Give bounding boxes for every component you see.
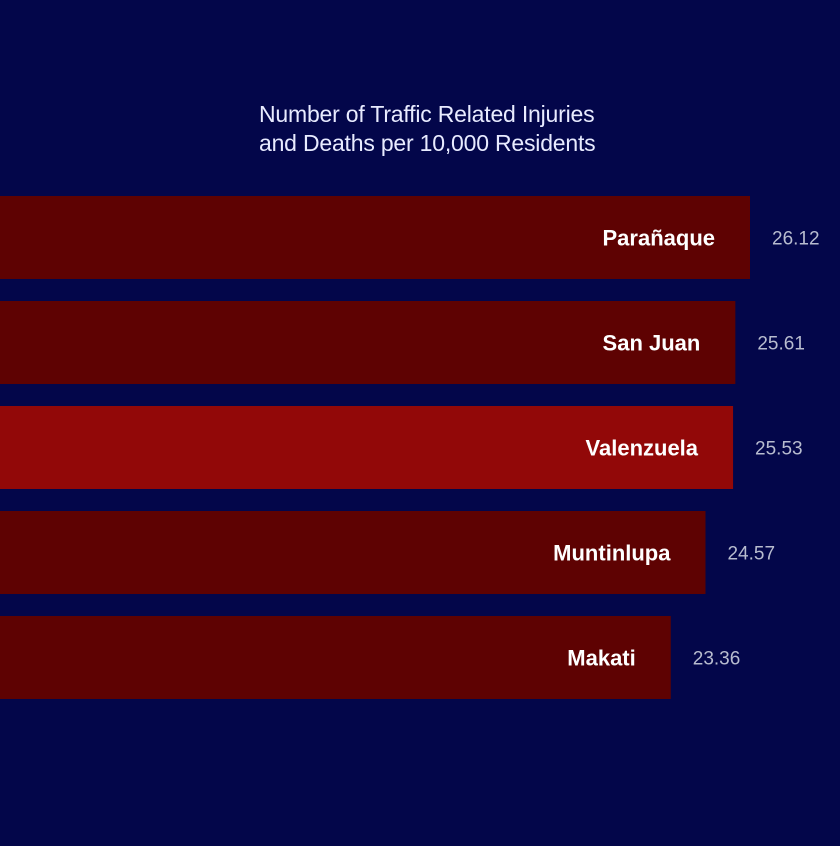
category-label-2: Valenzuela: [586, 436, 699, 461]
category-label-3: Muntinlupa: [553, 541, 671, 566]
value-label-3: 24.57: [727, 544, 775, 565]
bar-0: [0, 196, 750, 279]
chart-title-line-1: Number of Traffic Related Injuries: [259, 101, 595, 127]
value-label-2: 25.53: [755, 439, 803, 460]
category-label-0: Parañaque: [603, 226, 716, 251]
value-label-1: 25.61: [757, 334, 805, 355]
value-label-0: 26.12: [772, 229, 820, 250]
bar-1: [0, 301, 736, 384]
bar-3: [0, 511, 706, 594]
bar-4: [0, 616, 671, 699]
chart-title: Number of Traffic Related Injuries and D…: [259, 100, 779, 158]
category-label-1: San Juan: [603, 331, 701, 356]
value-label-4: 23.36: [693, 649, 741, 670]
category-label-4: Makati: [567, 646, 635, 671]
bar-2: [0, 406, 734, 489]
chart-title-line-2: and Deaths per 10,000 Residents: [259, 130, 596, 156]
